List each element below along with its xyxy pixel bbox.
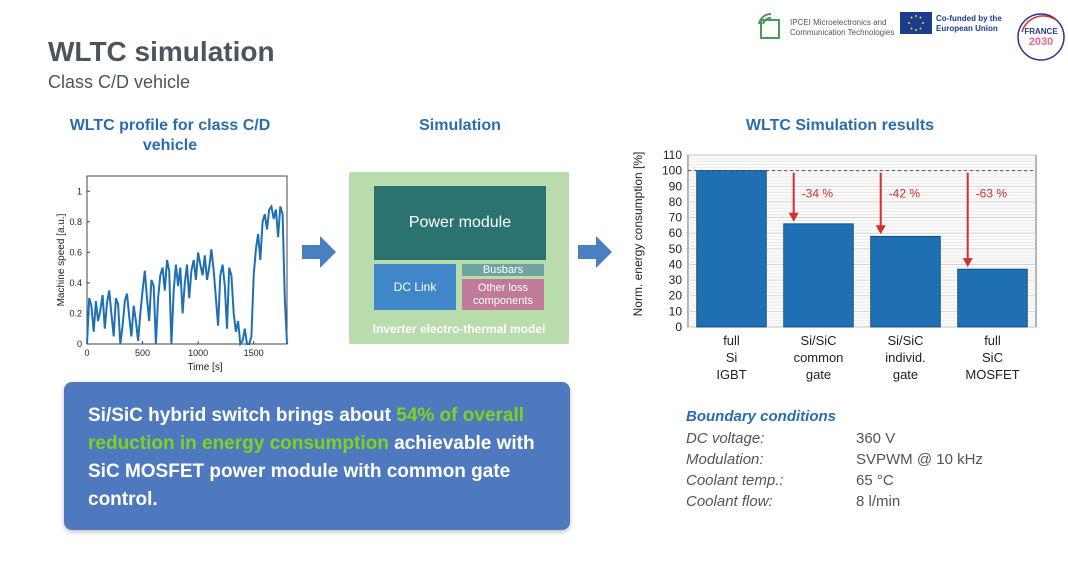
results-category-label: SiC	[982, 350, 1003, 365]
results-category-label: individ.	[885, 350, 925, 365]
flow-arrow-icon	[578, 236, 612, 268]
reduction-arrowhead	[962, 258, 973, 268]
boundary-conditions-title: Boundary conditions	[686, 408, 836, 425]
result-bar	[696, 170, 767, 328]
boundary-value: 360 V	[856, 430, 896, 447]
boundary-value: SVPWM @ 10 kHz	[856, 451, 983, 468]
summary-part-1: Si/SiC hybrid switch brings about	[88, 405, 397, 426]
profile-y-tick-label: 0	[77, 339, 82, 349]
page-subtitle: Class C/D vehicle	[48, 72, 191, 92]
results-category-label: IGBT	[716, 367, 746, 382]
simulation-section-title: Simulation	[419, 117, 501, 134]
profile-y-tick-label: 1	[77, 186, 82, 196]
results-y-tick-label: 110	[663, 148, 682, 162]
reduction-label: -42 %	[889, 187, 921, 201]
results-category-label: common	[794, 350, 844, 365]
dc-link-block: DC Link	[374, 264, 456, 310]
results-y-tick-label: 70	[669, 211, 683, 225]
results-section-title: WLTC Simulation results	[745, 117, 935, 134]
profile-x-tick-label: 0	[84, 348, 89, 358]
result-bar	[783, 223, 854, 328]
results-category-label: MOSFET	[965, 367, 1019, 382]
results-category-label: Si/SiC	[887, 333, 923, 348]
results-y-tick-label: 60	[669, 226, 683, 240]
profile-y-tick-label: 0.8	[69, 217, 82, 227]
france-logo-top: FRANCE	[1024, 27, 1058, 36]
eu-logo-text: Co-funded by the European Union	[936, 14, 1002, 33]
summary-callout	[64, 382, 570, 530]
results-category-label: gate	[893, 367, 918, 382]
results-category-label: full	[984, 333, 1001, 348]
france-logo-bottom: 2030	[1029, 36, 1053, 48]
results-y-axis-label: Norm. energy consumption [%]	[631, 152, 645, 317]
busbars-block: Busbars	[462, 264, 544, 276]
profile-y-axis-label: Machine speed [a.u.]	[56, 213, 67, 306]
reduction-arrowhead	[875, 225, 886, 235]
flow-arrow-icon	[302, 236, 336, 268]
boundary-label: DC voltage:	[686, 430, 765, 447]
page-title: WLTC simulation	[48, 36, 275, 67]
wltc-profile-chart: 0 500 1000 1500 0 0.2 0.4 0.6 0.8 1 Time [s] Mach…	[56, 175, 288, 373]
results-category-label: full	[723, 333, 740, 348]
profile-x-tick-label: 500	[135, 348, 150, 358]
results-y-tick-label: 100	[662, 164, 682, 178]
reduction-arrowhead	[788, 212, 799, 222]
summary-emphasis: 54% of overall reduction in energy consu…	[88, 405, 525, 454]
reduction-label: -34 %	[802, 187, 834, 201]
reduction-label: -63 %	[976, 187, 1008, 201]
result-bar	[870, 235, 941, 328]
france-2030-logo-icon: FRANCE 2030	[1017, 13, 1065, 61]
boundary-value: 65 °C	[856, 472, 894, 489]
results-y-tick-label: 0	[675, 320, 682, 334]
profile-x-axis-label: Time [s]	[187, 362, 222, 373]
inverter-model-caption: Inverter electro-thermal model	[372, 322, 546, 336]
results-y-tick-label: 40	[669, 257, 683, 271]
results-category-label: Si/SiC	[800, 333, 836, 348]
profile-y-tick-label: 0.6	[69, 247, 82, 257]
result-bar	[957, 268, 1028, 328]
results-y-tick-label: 10	[669, 304, 683, 318]
results-category-label: gate	[806, 367, 831, 382]
results-y-tick-label: 50	[669, 242, 683, 256]
boundary-label: Coolant temp.:	[686, 472, 784, 489]
eu-flag-icon	[900, 12, 932, 34]
profile-section-title: WLTC profile for class C/D vehicle	[69, 117, 271, 154]
ipcei-logo-text: IPCEI Microelectronics and Communication…	[790, 18, 895, 37]
boundary-label: Coolant flow:	[686, 493, 773, 510]
summary-text: Si/SiC hybrid switch brings about 54% of…	[88, 402, 558, 514]
results-y-tick-label: 90	[669, 179, 683, 193]
boundary-value: 8 l/min	[856, 493, 901, 510]
results-y-tick-label: 80	[669, 195, 683, 209]
profile-x-tick-label: 1000	[188, 348, 208, 358]
profile-x-tick-label: 1500	[244, 348, 264, 358]
profile-y-tick-label: 0.2	[69, 308, 82, 318]
profile-series-line	[86, 203, 288, 347]
power-module-block: Power module	[374, 186, 546, 260]
summary-part-2: achievable with SiC MOSFET power module …	[88, 433, 535, 510]
profile-y-tick-label: 0.4	[69, 278, 82, 288]
ipcei-logo-icon	[758, 12, 780, 39]
results-y-tick-label: 30	[669, 273, 683, 287]
profile-plot-frame	[86, 175, 288, 345]
boundary-label: Modulation:	[686, 451, 764, 468]
other-loss-block: Other loss components	[462, 279, 544, 310]
results-category-label: Si	[726, 350, 738, 365]
results-y-tick-label: 20	[669, 289, 683, 303]
